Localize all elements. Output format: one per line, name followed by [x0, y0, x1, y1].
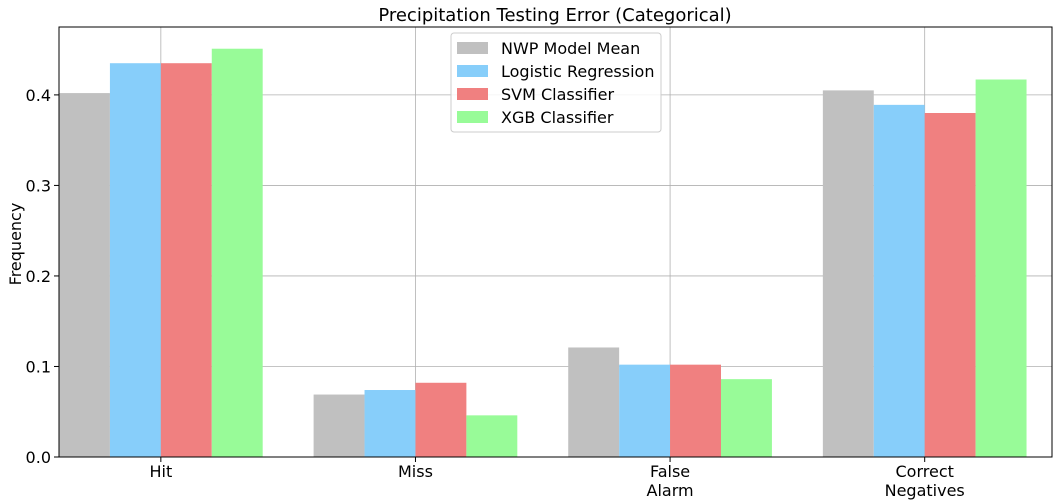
bar [822, 90, 874, 458]
bar [313, 394, 365, 457]
bar [364, 390, 416, 457]
x-tick-label: Miss [398, 462, 433, 481]
y-tick-label: 0.4 [26, 86, 51, 105]
bar [568, 347, 620, 457]
legend-label: XGB Classifier [501, 108, 614, 127]
bars [59, 48, 1027, 458]
x-tick-label: Hit [149, 462, 172, 481]
bar [619, 364, 671, 457]
legend-swatch [457, 42, 488, 54]
x-tick-label: False Alarm [647, 462, 694, 500]
bar [670, 364, 721, 457]
y-axis-label: Frequency [6, 203, 25, 286]
bar [924, 113, 976, 457]
legend-swatch [457, 65, 488, 77]
x-tick-label: Correct Negatives [885, 462, 965, 500]
legend-swatch [457, 111, 488, 123]
axis-ticks: 0.0 0.1 0.2 0.3 0.4 Hit Miss False Alarm Correct N… [26, 86, 965, 500]
bar [975, 79, 1027, 458]
legend: NWP Model Mean Logistic Regression SVM Cla… [450, 32, 662, 133]
plot-frame [58, 26, 1053, 458]
bar [466, 415, 518, 457]
bar [59, 93, 110, 457]
y-tick-label: 0.2 [26, 267, 51, 286]
bar [160, 63, 212, 458]
bar [415, 382, 467, 457]
legend-label: Logistic Regression [501, 62, 654, 81]
legend-label: NWP Model Mean [501, 39, 640, 58]
bar [211, 48, 263, 457]
bar [721, 379, 772, 457]
y-tick-label: 0.3 [26, 176, 51, 195]
y-tick-label: 0.1 [26, 357, 51, 376]
chart-title: Precipitation Testing Error (Categorical… [378, 5, 731, 26]
legend-label: SVM Classifier [501, 85, 614, 104]
y-tick-label: 0.0 [26, 448, 51, 467]
bar [109, 63, 161, 458]
bar [873, 104, 925, 457]
legend-swatch [457, 88, 488, 100]
legend-box [450, 32, 662, 133]
